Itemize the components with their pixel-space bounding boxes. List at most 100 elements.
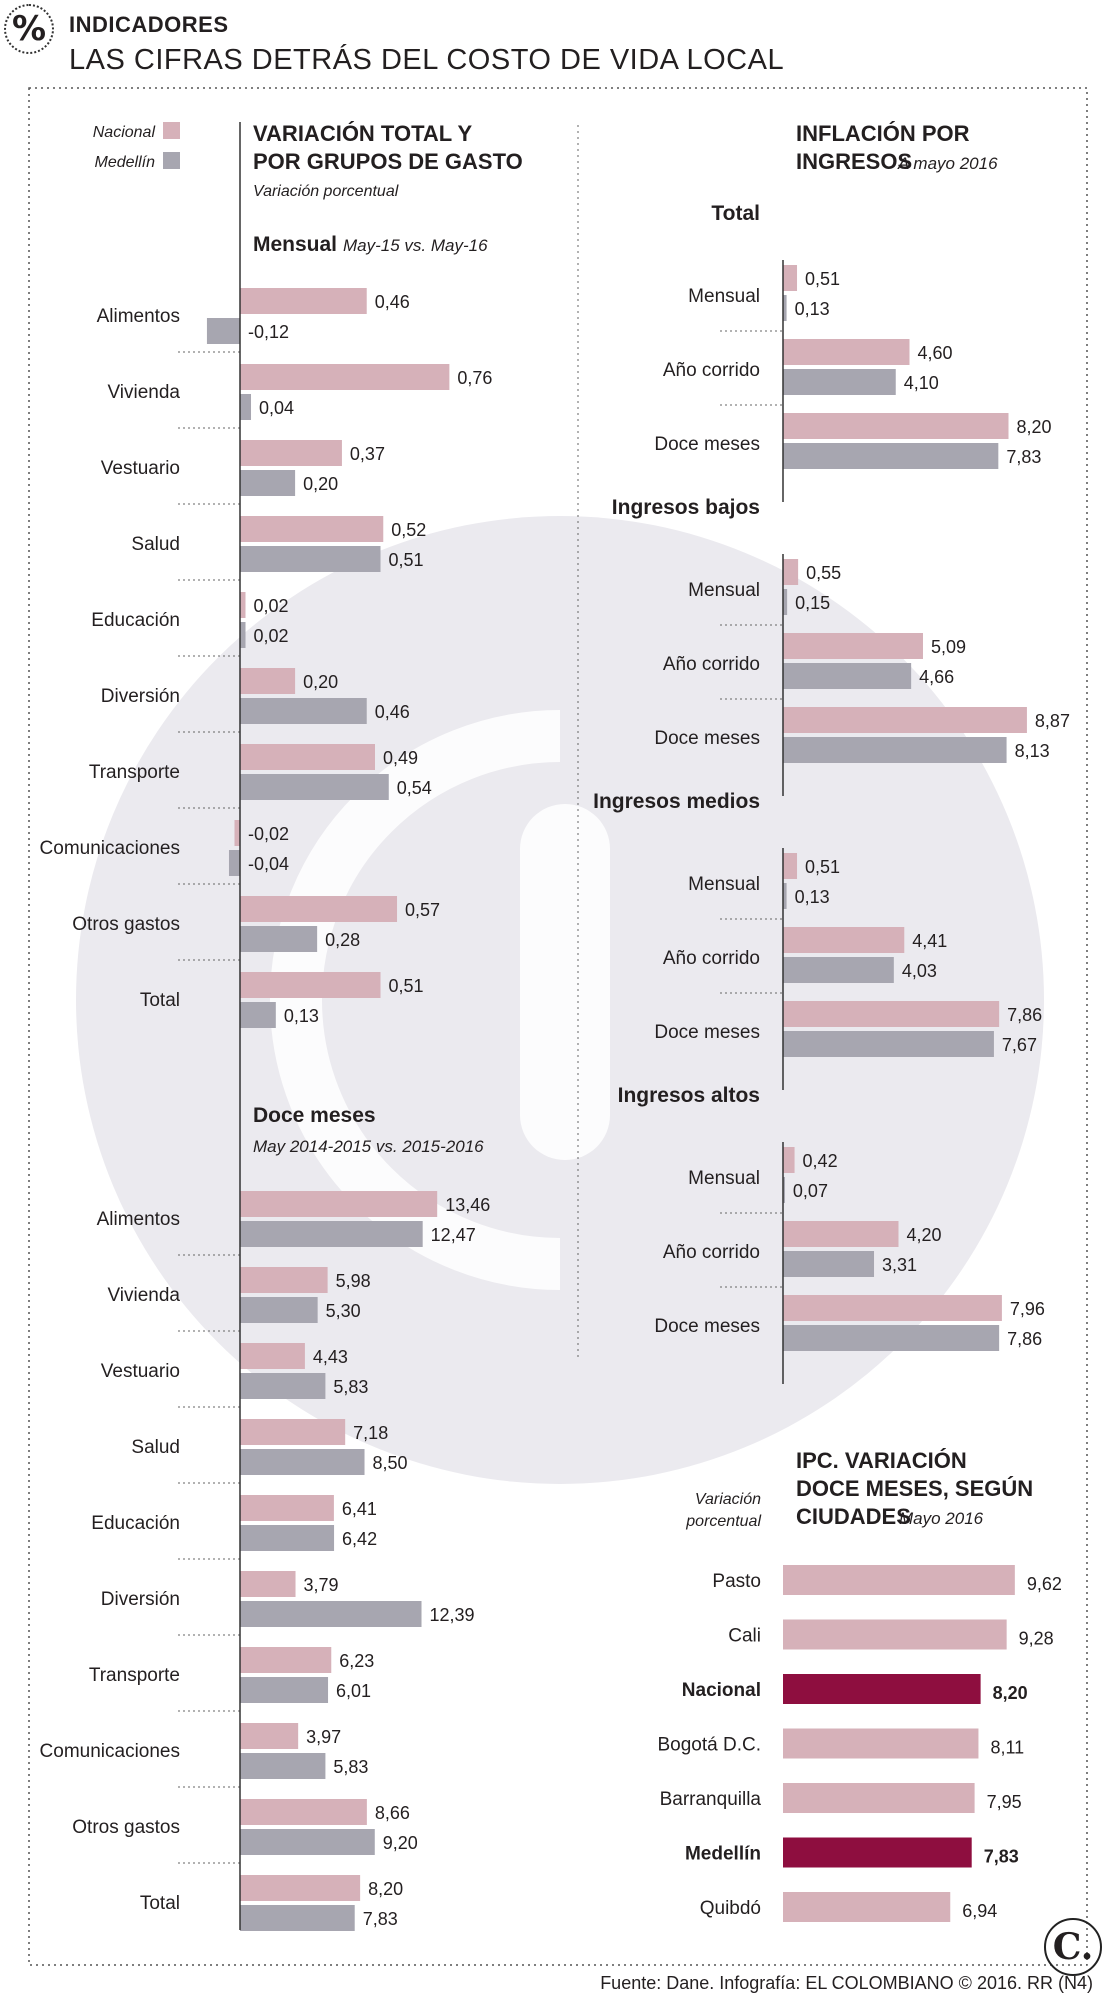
- bar-nacional: [240, 516, 384, 542]
- bar-nacional: [783, 265, 798, 291]
- bar-nacional: [240, 288, 367, 314]
- bar-medellin: [240, 470, 296, 496]
- income-category-label: Año corrido: [663, 654, 760, 675]
- cities-title-line: CIUDADES: [796, 1504, 911, 1529]
- city-label: Quibdó: [700, 1898, 761, 1919]
- bar-nacional: [783, 927, 905, 953]
- panel-label-mensual: Mensual: [253, 233, 337, 256]
- value-label: 5,98: [336, 1271, 371, 1291]
- value-label: 4,10: [904, 373, 939, 393]
- bar-medellin: [240, 1525, 335, 1551]
- category-label: Educación: [91, 1513, 180, 1534]
- value-label: 8,20: [1017, 417, 1052, 437]
- bar-medellin: [783, 957, 894, 983]
- value-label: -0,02: [248, 824, 289, 844]
- bar-nacional: [240, 1419, 346, 1445]
- value-label: 0,07: [793, 1181, 828, 1201]
- bar-medellin: [240, 1753, 326, 1779]
- category-label: Salud: [131, 1437, 180, 1458]
- value-label: 6,41: [342, 1499, 377, 1519]
- legend-label-1: Medellín: [95, 154, 156, 171]
- value-label: 0,54: [397, 778, 432, 798]
- bar-nacional: [783, 1001, 1000, 1027]
- value-label: 6,23: [339, 1651, 374, 1671]
- legend-swatch-0: [163, 122, 180, 139]
- bar-nacional: [240, 972, 381, 998]
- income-group-label: Ingresos bajos: [612, 496, 760, 519]
- value-label: 0,51: [805, 857, 840, 877]
- bar-nacional: [783, 853, 798, 879]
- category-label: Otros gastos: [72, 1817, 180, 1838]
- bar-nacional: [240, 896, 398, 922]
- category-label: Comunicaciones: [40, 1741, 180, 1762]
- bar-medellin: [240, 1002, 276, 1028]
- bar-medellin: [783, 1325, 1000, 1351]
- income-title-line: INGRESOS: [796, 149, 912, 174]
- category-label: Diversión: [101, 1589, 180, 1610]
- value-label: 7,83: [984, 1847, 1019, 1867]
- income-category-label: Año corrido: [663, 948, 760, 969]
- category-label: Otros gastos: [72, 914, 180, 935]
- value-label: 0,51: [805, 269, 840, 289]
- value-label: 8,20: [993, 1683, 1028, 1703]
- category-label: Educación: [91, 610, 180, 631]
- bar-medellin: [783, 1031, 994, 1057]
- bar-medellin: [240, 698, 367, 724]
- percent-icon: %: [4, 4, 54, 54]
- page-title: LAS CIFRAS DETRÁS DEL COSTO DE VIDA LOCA…: [69, 44, 785, 76]
- bar-nacional: [240, 364, 450, 390]
- bar-medellin: [240, 926, 318, 952]
- income-category-label: Mensual: [688, 874, 760, 895]
- income-category-label: Doce meses: [654, 1022, 760, 1043]
- city-label: Barranquilla: [660, 1789, 762, 1810]
- bar-city: [783, 1565, 1015, 1595]
- legend-label-0: Nacional: [93, 124, 156, 141]
- value-label: 8,13: [1015, 741, 1050, 761]
- value-label: 0,51: [389, 976, 424, 996]
- legend-swatch-1: [163, 152, 180, 169]
- cities-title-line: DOCE MESES, SEGÚN: [796, 1476, 1033, 1501]
- panel-period-mensual: May-15 vs. May-16: [343, 236, 488, 255]
- category-label: Vestuario: [101, 458, 180, 479]
- frame-border: [28, 87, 1088, 1966]
- category-label: Total: [140, 1893, 180, 1914]
- value-label: 8,50: [373, 1453, 408, 1473]
- income-group-label: Ingresos altos: [618, 1084, 760, 1107]
- bar-nacional: [240, 1191, 438, 1217]
- bar-medellin: [783, 883, 787, 909]
- category-label: Comunicaciones: [40, 838, 180, 859]
- value-label: 3,31: [882, 1255, 917, 1275]
- value-label: 4,03: [902, 961, 937, 981]
- bar-nacional: [240, 440, 342, 466]
- value-label: 0,52: [391, 520, 426, 540]
- value-label: 7,83: [1006, 447, 1041, 467]
- bar-medellin: [240, 774, 389, 800]
- value-label: 0,49: [383, 748, 418, 768]
- cities-subtitle: Mayo 2016: [899, 1509, 984, 1528]
- value-label: -0,04: [248, 854, 289, 874]
- value-label: 0,46: [375, 702, 410, 722]
- bar-medellin: [240, 622, 246, 648]
- value-label: 0,76: [457, 368, 492, 388]
- bar-nacional: [783, 1221, 899, 1247]
- bar-medellin: [206, 318, 240, 344]
- bar-medellin: [240, 1677, 329, 1703]
- value-label: 7,18: [353, 1423, 388, 1443]
- category-label: Total: [140, 990, 180, 1011]
- bar-city: [783, 1619, 1007, 1650]
- bar-medellin: [783, 443, 999, 469]
- value-label: 0,15: [795, 593, 830, 613]
- value-label: 4,43: [313, 1347, 348, 1367]
- value-label: 9,28: [1019, 1629, 1054, 1649]
- value-label: 8,11: [990, 1738, 1024, 1758]
- bar-nacional: [240, 1343, 305, 1369]
- value-label: 4,41: [912, 931, 947, 951]
- value-label: 8,20: [368, 1879, 403, 1899]
- bar-nacional: [240, 592, 246, 618]
- value-label: 5,83: [333, 1757, 368, 1777]
- value-label: 5,30: [326, 1301, 361, 1321]
- category-label: Alimentos: [97, 1209, 180, 1230]
- value-label: 7,96: [1010, 1299, 1045, 1319]
- bar-medellin: [228, 850, 240, 876]
- value-label: 4,66: [919, 667, 954, 687]
